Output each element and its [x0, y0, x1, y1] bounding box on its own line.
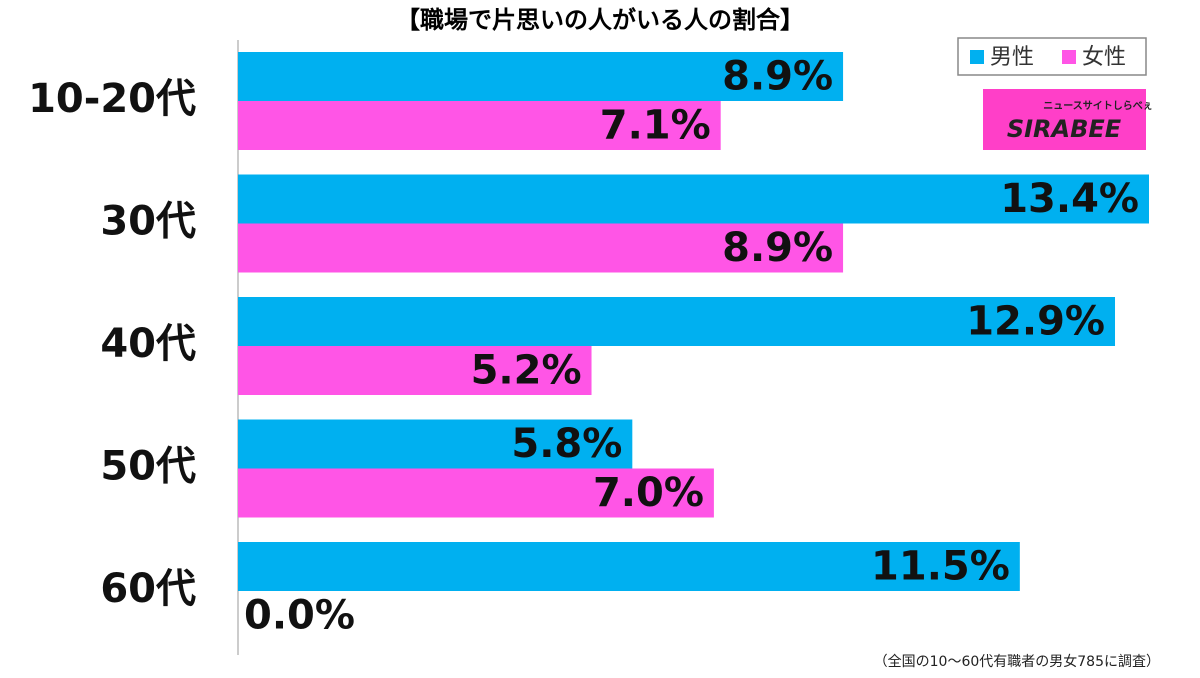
value-label: 12.9% [966, 299, 1105, 345]
bar [238, 52, 844, 101]
legend-swatch [970, 50, 984, 64]
bar [238, 542, 1020, 591]
bar [238, 174, 1149, 224]
chart-title: 【職場で片思いの人がいる人の割合】 [396, 6, 804, 34]
footnote: （全国の10〜60代有職者の男女785に調査） [874, 653, 1160, 670]
value-label: 7.0% [593, 470, 704, 516]
y-tick-label: 60代 [100, 566, 196, 612]
bar [238, 468, 714, 518]
bar [238, 223, 844, 273]
value-label: 11.5% [871, 544, 1010, 590]
value-label: 13.4% [1000, 176, 1139, 222]
y-tick-label: 50代 [100, 444, 196, 490]
bar [238, 419, 633, 469]
value-label: 5.2% [471, 348, 582, 394]
value-label: 5.8% [511, 421, 622, 467]
value-label: 7.1% [600, 103, 711, 149]
legend-label: 男性 [990, 45, 1034, 70]
value-label: 8.9% [722, 54, 833, 100]
y-tick-label: 10-20代 [28, 76, 196, 122]
legend-label: 女性 [1082, 45, 1126, 70]
bar [238, 346, 592, 395]
value-label: 8.9% [722, 225, 833, 271]
logo-bg [983, 89, 1146, 150]
logo: ニュースサイトしらべぇ SIRABEE [983, 89, 1153, 150]
logo-tagline: ニュースサイトしらべぇ [1043, 100, 1153, 112]
logo-name: SIRABEE [1007, 115, 1122, 143]
legend-box [957, 37, 1147, 76]
bar [238, 101, 721, 150]
bar [238, 297, 1116, 346]
y-tick-label: 40代 [100, 321, 196, 367]
y-tick-label: 30代 [100, 199, 196, 245]
value-label: 0.0% [244, 593, 355, 639]
legend-swatch [1062, 50, 1076, 64]
